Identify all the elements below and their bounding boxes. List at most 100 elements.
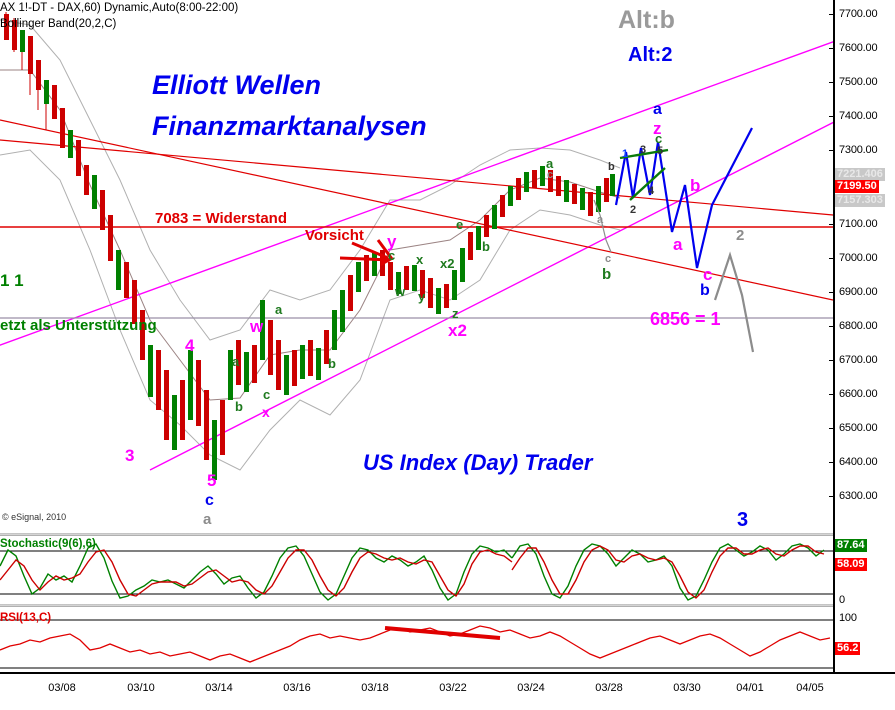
price-tick-6800-00: 6800.00 [839,320,878,332]
panel-divider-1[interactable] [0,533,895,536]
wave-label-w-14: w [395,284,406,299]
wave-label-c-23: c [547,169,554,181]
brand-line-1: Elliott Wellen [152,70,322,100]
price-tick-6900-00: 6900.00 [839,286,878,298]
date-axis[interactable]: 03/08 03/10 03/14 03/16 03/18 03/22 03/24 03/28… [0,672,895,710]
price-tick-mark [829,82,835,83]
caution-label: Vorsicht [305,227,364,244]
brand-line-2: Finanzmarktanalysen [152,111,427,141]
date-tick-03-30: 03/30 [673,682,701,694]
price-tick-mark [829,326,835,327]
price-tick-mark [829,394,835,395]
wave-label-c-3: c [205,492,214,509]
wave-label-c-38: c [703,265,713,284]
wave-label-x-15: x [416,252,424,267]
resistance-label: 7083 = Widerstand [155,210,288,227]
wave-label-y-13: y [387,232,397,251]
wave-label-c-33: c [655,131,663,146]
wave-label-a-24: a [597,214,604,226]
wave-label-b-36: b [690,176,701,195]
bollinger-upper-badge: 7221.406 [835,168,885,181]
wave-label-2-40: 2 [736,227,745,244]
wave-label-3-29: 3 [640,144,647,156]
bottom-degree-label: 3 [737,509,749,531]
bollinger-lower-badge: 7157.303 [835,194,885,207]
stochastic-title: Stochastic(9(6),6) [0,538,96,550]
wave-label-a-5: a [232,354,240,369]
rsi-panel[interactable]: RSI(13,C) [0,610,833,672]
degree-label: 1 1 [0,271,24,290]
date-tick-03-14: 03/14 [205,682,233,694]
price-tick-6400-00: 6400.00 [839,456,878,468]
wave-label-b-21: b [482,239,490,254]
price-tick-7100-00: 7100.00 [839,218,878,230]
date-tick-03-18: 03/18 [361,682,389,694]
wave-label-x-8: x [262,404,270,420]
wave-label-1-28: 1 [622,148,629,160]
date-tick-03-16: 03/16 [283,682,311,694]
wave-label-c-7: c [263,387,271,402]
wave-label-4-32: 4 [648,185,655,197]
price-tick-mark [829,150,835,151]
wave-label-b-39: b [700,282,710,299]
date-tick-03-22: 03/22 [439,682,467,694]
price-tick-7700-00: 7700.00 [839,8,878,20]
price-tick-mark [829,462,835,463]
rsi-title: RSI(13,C) [0,612,52,624]
price-tick-7500-00: 7500.00 [839,76,878,88]
last-price-badge: 7199.50 [835,180,879,193]
price-tick-mark [829,48,835,49]
date-tick-03-24: 03/24 [517,682,545,694]
wave-label-5-30: 5 [657,145,664,157]
date-tick-03-10: 03/10 [127,682,155,694]
price-tick-mark [829,428,835,429]
panel-divider-2[interactable] [0,604,895,607]
wave-label-5-2: 5 [207,471,217,490]
wave-label-y-16: y [418,289,426,304]
price-tick-mark [829,360,835,361]
date-tick-03-08: 03/08 [48,682,76,694]
chart-title-line1: AX 1!-DT - DAX,60) Dynamic,Auto(8:00-22:… [0,2,239,14]
wave-label-w-9: w [250,317,264,336]
price-tick-7300-00: 7300.00 [839,144,878,156]
stochastic-d-badge: 58.09 [835,558,867,571]
rsi-graphics [0,619,833,669]
price-tick-mark [829,258,835,259]
wave-label-x2-19: x2 [448,321,467,340]
rsi-scale-top: 100 [839,612,857,624]
product-label: US Index (Day) Trader [363,450,593,475]
price-tick-7000-00: 7000.00 [839,252,878,264]
wave-label-a-4: a [203,511,212,528]
wave-label-a-22: a [546,156,554,171]
alt-2-label: Alt:2 [628,44,673,66]
target-label: 6856 = 1 [650,309,721,329]
wave-label-b-27: b [608,161,615,173]
wave-label-b-6: b [235,399,243,414]
wave-label-z-34: z [653,119,662,138]
price-scale[interactable]: 7700.00 7600.00 7500.00 7400.00 7300.00 7100.… [829,0,895,672]
price-tick-mark [829,292,835,293]
wave-label-b-11: b [328,356,336,371]
price-tick-7400-00: 7400.00 [839,110,878,122]
wave-label-b-26: b [602,266,612,283]
rsi-value-badge: 56.2 [835,642,861,655]
price-tick-6300-00: 6300.00 [839,490,878,502]
date-tick-03-28: 03/28 [595,682,623,694]
wave-label-3-0: 3 [125,446,135,465]
stochastic-panel[interactable]: Stochastic(9(6),6) [0,536,833,606]
date-tick-04-05: 04/05 [796,682,824,694]
copyright-text: © eSignal, 2010 [2,512,67,522]
wave-label-c-25: c [605,253,612,265]
price-panel[interactable]: AX 1!-DT - DAX,60) Dynamic,Auto(8:00-22:… [0,0,833,533]
price-tick-7600-00: 7600.00 [839,42,878,54]
stochastic-graphics [0,543,833,602]
wave-label-a-37: a [673,235,683,254]
wave-label-4-1: 4 [185,336,195,355]
price-tick-mark [829,14,835,15]
price-tick-6700-00: 6700.00 [839,354,878,366]
support-label: etzt als Unterstützung [0,317,157,334]
wave-label-x2-17: x2 [440,256,455,271]
stochastic-scale-bottom: 0 [839,594,845,606]
wave-label-a-10: a [275,302,283,317]
